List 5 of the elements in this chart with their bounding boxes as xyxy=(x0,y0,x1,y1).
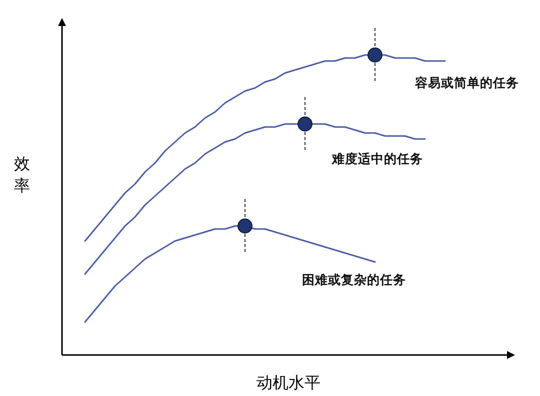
series-label: 困难或复杂的任务 xyxy=(302,272,406,287)
y-axis-title: 效率 xyxy=(14,154,30,195)
series-label: 难度适中的任务 xyxy=(331,151,423,166)
series-label: 容易或简单的任务 xyxy=(414,75,519,90)
x-axis-title: 动机水平 xyxy=(256,373,320,392)
